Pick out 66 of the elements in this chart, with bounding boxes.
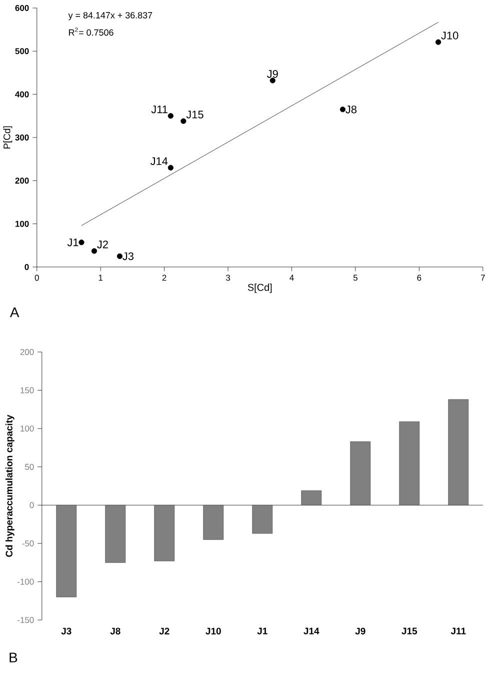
annotation: J10 (441, 32, 458, 40)
y-tick-label: 150 (20, 387, 34, 394)
point (270, 78, 276, 84)
bar (252, 504, 273, 534)
annotation: J14 (150, 157, 168, 166)
point (78, 240, 85, 246)
x-tick-label: J2 (159, 628, 170, 634)
annotation: J1 (68, 238, 78, 246)
x-tick-label: 7 (481, 274, 486, 281)
bar (448, 399, 469, 506)
y-tick-label: 100 (20, 426, 34, 432)
point (117, 253, 123, 259)
annotation: R$^{2}$= 0.7506 (69, 28, 114, 36)
text: A (10, 308, 20, 318)
x-tick-label: J9 (355, 628, 366, 634)
y-tick-label: 300 (15, 134, 29, 140)
y-tick-label: 600 (16, 5, 29, 11)
y-axis-title: Cd hyperaccumulation capacity (6, 414, 15, 557)
x-tick-label: 6 (417, 274, 422, 281)
y-tick-label: 200 (16, 178, 29, 184)
y-tick-label: 200 (20, 349, 34, 355)
annotation: J2 (97, 240, 108, 248)
point (180, 118, 186, 124)
x-tick-label: 0 (35, 274, 40, 281)
x-tick-label: 5 (354, 274, 358, 281)
bar (105, 504, 126, 563)
x-tick-label: J10 (206, 628, 222, 634)
annotation: J8 (346, 106, 357, 114)
bar (56, 504, 77, 598)
x-tick-label: 1 (99, 274, 103, 281)
x-tick-label: 2 (162, 274, 166, 281)
bar (301, 490, 322, 506)
bar (399, 421, 420, 506)
point (92, 248, 98, 254)
x-tick-label: J14 (304, 628, 320, 634)
y-tick-label: -50 (22, 540, 34, 546)
y-tick-label: 50 (25, 464, 34, 470)
y-tick-label: 100 (16, 220, 29, 227)
point (168, 113, 174, 119)
y-axis-title: P[Cd] (4, 126, 12, 149)
point (436, 39, 442, 45)
x-tick-label: J11 (451, 628, 466, 634)
x-tick-label: 4 (290, 274, 294, 281)
text: B (10, 652, 18, 662)
x-tick-label: J1 (257, 628, 268, 634)
point (168, 164, 174, 171)
y-tick-label: -100 (18, 578, 34, 585)
y-tick-label: 400 (15, 91, 29, 98)
x-tick-label: J8 (110, 628, 121, 634)
point (340, 106, 346, 112)
x-tick-label: J3 (61, 628, 72, 634)
x-tick-label: 3 (226, 274, 230, 281)
y-tick-label: 0 (30, 502, 34, 508)
annotation: y = 84.147x + 36.837 (68, 12, 152, 20)
bar (203, 504, 224, 540)
y-tick-label: 500 (15, 48, 29, 54)
annotation: J15 (186, 110, 204, 118)
annotation: J3 (122, 252, 134, 260)
bar (154, 504, 175, 562)
x-tick-label: J15 (402, 628, 418, 634)
annotation: J11 (152, 106, 168, 114)
x-axis-title: S[Cd] (248, 284, 272, 293)
y-tick-label: 0 (24, 264, 29, 270)
annotation: J9 (267, 70, 278, 78)
y-tick-label: -150 (18, 617, 34, 623)
bar (350, 441, 371, 506)
